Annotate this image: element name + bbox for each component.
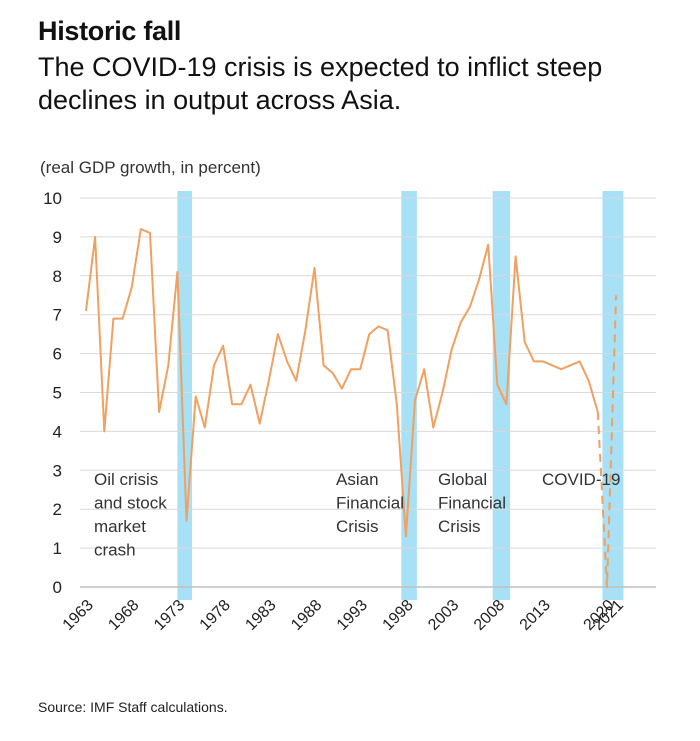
- y-tick-label-5: 5: [53, 384, 62, 403]
- annotation-2-line-2: Crisis: [438, 517, 481, 536]
- chart-subtitle: The COVID-19 crisis is expected to infli…: [38, 52, 603, 115]
- annotation-0-line-3: crash: [94, 541, 136, 560]
- x-tick-label-1988: 1988: [288, 597, 325, 634]
- annotation-2-line-1: Financial: [438, 494, 506, 513]
- y-axis-label: (real GDP growth, in percent): [40, 158, 261, 177]
- y-tick-label-8: 8: [53, 267, 62, 286]
- chart-title: Historic fall: [38, 16, 182, 46]
- x-tick-label-1978: 1978: [197, 597, 234, 634]
- annotation-1-line-2: Crisis: [336, 517, 379, 536]
- y-tick-label-3: 3: [53, 461, 62, 480]
- crisis-band-0: [177, 191, 193, 600]
- crisis-band-1: [401, 191, 417, 600]
- y-tick-label-10: 10: [43, 189, 62, 208]
- annotation-0-line-1: and stock: [94, 494, 167, 513]
- x-tick-label-1968: 1968: [105, 597, 142, 634]
- annotation-1-line-1: Financial: [336, 494, 404, 513]
- x-tick-label-2003: 2003: [425, 597, 462, 634]
- y-tick-label-2: 2: [53, 500, 62, 519]
- y-tick-label-4: 4: [53, 422, 62, 441]
- annotation-2-line-0: Global: [438, 470, 487, 489]
- y-tick-label-6: 6: [53, 345, 62, 364]
- x-tick-label-1983: 1983: [242, 597, 279, 634]
- series-line-0: [85, 228, 599, 538]
- x-tick-label-1963: 1963: [60, 597, 97, 634]
- annotation-0-line-0: Oil crisis: [94, 470, 158, 489]
- x-tick-label-2021: 2021: [590, 597, 627, 634]
- y-tick-label-1: 1: [53, 539, 62, 558]
- y-tick-label-7: 7: [53, 306, 62, 325]
- x-tick-label-1993: 1993: [334, 597, 371, 634]
- annotation-1-line-0: Asian: [336, 470, 379, 489]
- y-tick-label-0: 0: [53, 578, 62, 597]
- y-tick-label-9: 9: [53, 228, 62, 247]
- x-tick-label-1998: 1998: [380, 597, 417, 634]
- x-tick-label-2008: 2008: [471, 597, 508, 634]
- annotation-0-line-2: market: [94, 517, 146, 536]
- series-line-1: [596, 295, 618, 588]
- annotation-3-line-0: COVID-19: [542, 470, 620, 489]
- source-note: Source: IMF Staff calculations.: [38, 699, 228, 715]
- x-tick-label-1973: 1973: [151, 597, 188, 634]
- x-tick-label-2013: 2013: [517, 597, 554, 634]
